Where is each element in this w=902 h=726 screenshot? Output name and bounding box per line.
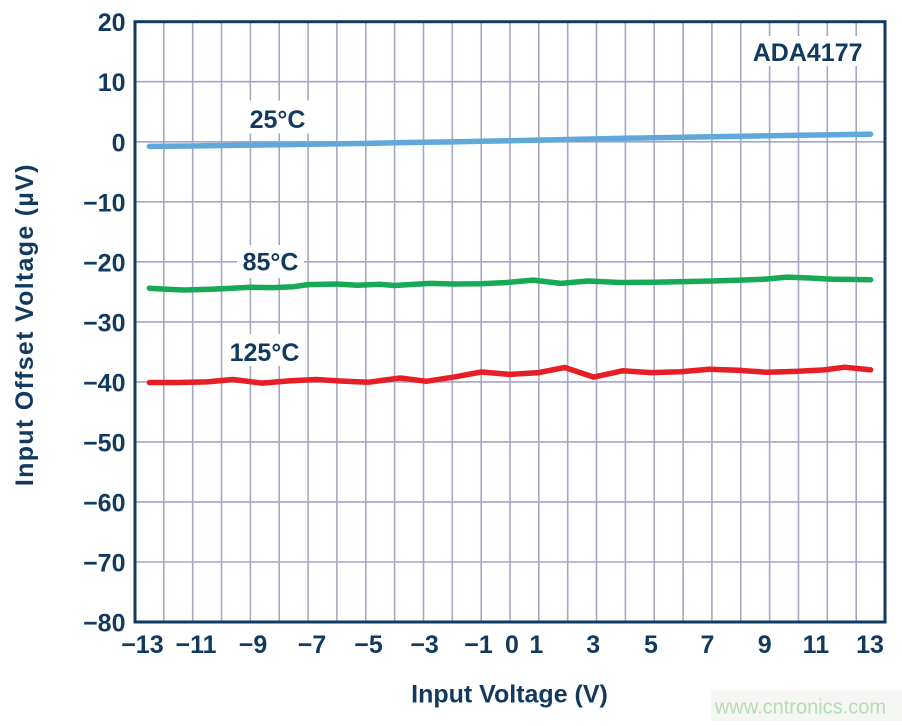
svg-text:ADA4177: ADA4177	[753, 39, 863, 67]
svg-text:5: 5	[644, 631, 658, 659]
svg-text:−40: −40	[83, 369, 125, 397]
svg-text:125°C: 125°C	[230, 339, 300, 367]
svg-text:−9: −9	[239, 631, 268, 659]
svg-text:−60: −60	[83, 489, 125, 517]
svg-text:−80: −80	[83, 610, 125, 638]
svg-text:10: 10	[98, 69, 126, 97]
svg-text:11: 11	[803, 631, 830, 659]
svg-text:−7: −7	[298, 631, 327, 659]
svg-text:7: 7	[701, 631, 715, 659]
svg-text:1: 1	[529, 631, 543, 659]
svg-text:−1: −1	[464, 631, 493, 659]
svg-text:−10: −10	[83, 189, 125, 217]
svg-text:13: 13	[856, 631, 884, 659]
svg-text:3: 3	[586, 631, 600, 659]
svg-text:25°C: 25°C	[250, 106, 306, 134]
svg-text:Input Offset Voltage (µV): Input Offset Voltage (µV)	[11, 163, 39, 486]
svg-text:Input Voltage (V): Input Voltage (V)	[411, 681, 608, 709]
svg-text:−13: −13	[121, 631, 163, 659]
svg-text:−20: −20	[83, 249, 125, 277]
svg-text:0: 0	[112, 129, 126, 157]
svg-text:www.cntronics.com: www.cntronics.com	[714, 697, 886, 719]
svg-text:−3: −3	[410, 631, 439, 659]
svg-text:−5: −5	[354, 631, 383, 659]
svg-text:−70: −70	[83, 550, 125, 578]
svg-text:9: 9	[758, 631, 772, 659]
svg-text:−50: −50	[83, 429, 125, 457]
svg-text:0: 0	[505, 631, 519, 659]
svg-text:−11: −11	[175, 631, 216, 659]
svg-text:85°C: 85°C	[243, 249, 299, 277]
svg-text:−30: −30	[83, 309, 125, 337]
svg-text:20: 20	[98, 9, 126, 37]
